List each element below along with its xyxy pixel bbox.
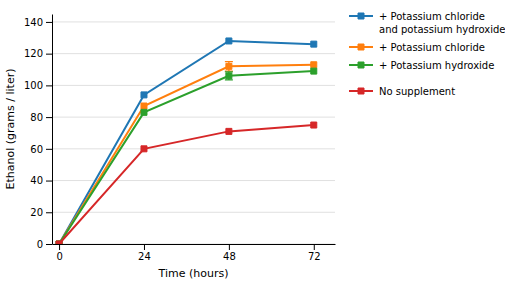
point <box>311 68 317 74</box>
series <box>56 62 317 244</box>
series-line <box>59 71 314 244</box>
point <box>226 128 232 134</box>
legend-label-line: and potassium hydroxide <box>379 24 505 35</box>
point <box>311 41 317 47</box>
legend-label: + Potassium hydroxide <box>379 60 494 71</box>
tick-label: 60 <box>30 144 43 155</box>
legend-marker <box>358 13 364 19</box>
series <box>56 122 317 244</box>
y-axis: 0 20 40 60 80 100 120 140 <box>24 15 53 250</box>
tick-mark <box>46 54 52 55</box>
tick-label: 140 <box>24 17 43 28</box>
point <box>56 241 62 244</box>
grid-line <box>52 53 335 54</box>
plot-area: 0 24 48 72 0 20 40 60 80 100 120 140 Time (hours) Eth… <box>4 15 336 281</box>
tick-label: 24 <box>138 251 151 262</box>
legend-item: + Potassium hydroxide <box>349 60 494 71</box>
tick: 0 <box>37 239 52 250</box>
legend-label: No supplement <box>379 86 455 97</box>
tick-mark <box>46 22 52 23</box>
y-axis-title: Ethanol (grams / liter) <box>4 69 17 190</box>
legend-marker <box>358 44 364 50</box>
tick-mark <box>46 117 52 118</box>
tick: 24 <box>138 244 151 262</box>
grid-line <box>52 85 335 86</box>
axis-line <box>53 244 336 245</box>
legend-marker <box>358 88 364 94</box>
point <box>141 92 147 98</box>
tick: 100 <box>24 80 52 91</box>
tick-mark <box>46 85 52 86</box>
point <box>311 122 317 128</box>
error-bar-path <box>225 62 233 72</box>
legend-label-line: + Potassium chloride <box>379 42 485 53</box>
point <box>141 103 147 109</box>
error-bar-path <box>225 72 233 80</box>
tick: 72 <box>308 244 321 262</box>
point <box>311 62 317 68</box>
point <box>226 73 232 79</box>
tick-mark <box>59 244 60 250</box>
tick-label: 120 <box>24 48 43 59</box>
tick-mark <box>46 149 52 150</box>
x-axis: 0 24 48 72 <box>53 244 336 262</box>
grid <box>52 22 335 244</box>
legend-item: + Potassium chloride and potassium hydrox… <box>349 11 505 35</box>
legend: + Potassium chloride and potassium hydrox… <box>349 11 505 97</box>
legend-label-line: No supplement <box>379 86 455 97</box>
tick: 120 <box>24 48 52 59</box>
series-line <box>59 125 314 244</box>
series-line <box>59 65 314 244</box>
tick: 60 <box>30 144 52 155</box>
point <box>226 38 232 44</box>
axis-line <box>52 15 53 245</box>
tick-label: 48 <box>223 251 236 262</box>
error-bar <box>225 72 233 80</box>
legend-label-line: + Potassium chloride <box>379 11 485 22</box>
tick: 40 <box>30 175 52 186</box>
tick: 80 <box>30 112 52 123</box>
point <box>56 241 62 244</box>
tick: 48 <box>223 244 236 262</box>
tick-label: 40 <box>30 175 43 186</box>
legend-label: + Potassium chloride and potassium hydrox… <box>379 11 505 35</box>
point <box>141 146 147 152</box>
tick-label: 20 <box>30 207 43 218</box>
series <box>56 38 317 244</box>
tick: 140 <box>24 17 52 28</box>
x-axis-title: Time (hours) <box>158 267 229 280</box>
tick-mark <box>229 244 230 250</box>
legend-label: + Potassium chloride <box>379 42 485 53</box>
point <box>56 241 62 244</box>
legend-item: No supplement <box>349 86 455 97</box>
grid-line <box>52 117 335 118</box>
point <box>226 63 232 69</box>
tick-label: 0 <box>56 251 62 262</box>
grid-line <box>52 244 335 245</box>
series <box>56 68 317 244</box>
tick: 0 <box>56 244 62 262</box>
chart: 0 24 48 72 0 20 40 60 80 100 120 140 Time (hours) Eth… <box>0 0 505 284</box>
tick: 20 <box>30 207 52 218</box>
tick-label: 80 <box>30 112 43 123</box>
grid-line <box>52 148 335 149</box>
tick-label: 100 <box>24 80 43 91</box>
grid-line <box>52 212 335 213</box>
point <box>56 241 62 244</box>
tick-label: 0 <box>37 239 43 250</box>
tick-mark <box>144 244 145 250</box>
series-line <box>59 41 314 244</box>
legend-marker <box>358 62 364 68</box>
tick-mark <box>46 244 52 245</box>
grid-line <box>52 21 335 22</box>
legend-item: + Potassium chloride <box>349 42 485 53</box>
tick-mark <box>314 244 315 250</box>
marks <box>56 38 317 244</box>
tick-mark <box>46 181 52 182</box>
error-bar <box>225 62 233 72</box>
tick-mark <box>46 212 52 213</box>
legend-label-line: + Potassium hydroxide <box>379 60 494 71</box>
point <box>141 109 147 115</box>
tick-label: 72 <box>308 251 321 262</box>
